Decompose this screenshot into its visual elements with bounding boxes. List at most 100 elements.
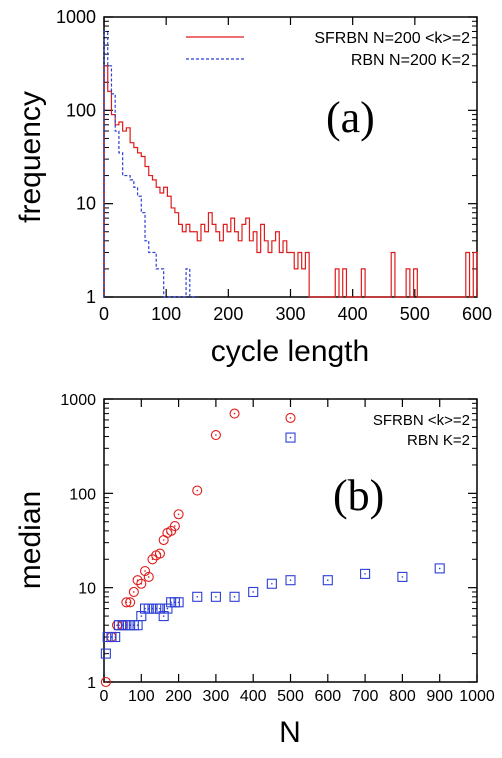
data-point-rbn (100, 648, 111, 659)
data-point-center (289, 436, 292, 439)
data-point-sfrbn (229, 408, 240, 419)
y-tick-label: 10 (78, 581, 96, 598)
data-point-center (438, 567, 441, 570)
y-tick-label: 1000 (60, 392, 96, 409)
series-line-rbn (103, 30, 198, 298)
data-point-rbn (229, 591, 240, 602)
x-tick-label: 200 (213, 304, 243, 324)
series-b (100, 408, 445, 688)
x-axis-label-b: N (279, 716, 301, 749)
y-axis-label-a: frequency (14, 91, 47, 223)
data-point-center (177, 601, 180, 604)
data-point-center (114, 636, 116, 638)
x-tick-label: 400 (338, 304, 368, 324)
data-point-center (129, 601, 131, 604)
x-tick-label: 500 (400, 304, 430, 324)
data-point-center (147, 576, 150, 578)
panel-label-a: (a) (326, 93, 375, 142)
data-point-rbn (136, 611, 147, 622)
data-point-rbn (162, 603, 173, 614)
y-tick-label: 1000 (56, 7, 96, 27)
series-line-sfrbn (103, 65, 478, 298)
x-tick-label: 100 (151, 304, 181, 324)
x-tick-label: 1000 (459, 688, 495, 705)
data-point-rbn (322, 575, 333, 586)
data-point-sfrbn (139, 566, 151, 577)
data-point-rbn (110, 631, 121, 643)
panel-a: 0 100 200 300 400 500 600 1 10 100 1000 SFRBN N=20… (14, 7, 492, 368)
tick-marks-b: 0 100 200 300 400 500 600 700 800 900 1000 1 10 100 10… (60, 392, 494, 705)
data-point-rbn (285, 432, 296, 443)
data-point-sfrbn (136, 578, 147, 589)
panel-b: 0 100 200 300 400 500 600 700 800 900 1000 1 10 100 10… (14, 392, 495, 749)
data-point-center (159, 607, 161, 610)
data-point-sfrbn (285, 412, 296, 423)
legend-label: RBN N=200 K=2 (351, 52, 470, 69)
data-point-center (144, 570, 146, 572)
y-tick-label: 1 (86, 287, 96, 307)
x-tick-label: 600 (314, 688, 341, 705)
data-point-sfrbn (192, 485, 203, 496)
legend-label: SFRBN N=200 <k>=2 (314, 30, 470, 47)
y-tick-label: 1 (87, 675, 96, 692)
data-point-center (252, 591, 254, 593)
y-tick-label: 100 (66, 100, 96, 120)
data-point-center (233, 596, 236, 598)
y-axis-label-b: median (14, 491, 47, 589)
data-point-center (364, 573, 366, 575)
x-tick-label: 0 (100, 688, 109, 705)
data-point-center (289, 417, 292, 419)
data-point-center (215, 434, 217, 436)
data-point-center (401, 576, 404, 578)
data-point-center (327, 579, 329, 581)
data-point-center (116, 624, 118, 627)
data-point-rbn (285, 575, 296, 586)
x-tick-label: 300 (203, 688, 230, 705)
legend-b: SFRBN <k>=2 RBN K=2 (373, 412, 470, 449)
data-point-rbn (154, 603, 165, 614)
x-axis-label-a: cycle length (211, 335, 369, 368)
data-point-rbn (397, 571, 408, 582)
data-point-center (215, 596, 217, 598)
data-point-sfrbn (125, 597, 136, 608)
data-point-center (196, 596, 199, 598)
y-tick-label: 100 (69, 486, 96, 503)
data-point-rbn (210, 591, 221, 602)
series-a (103, 30, 478, 298)
x-tick-label: 900 (426, 688, 453, 705)
data-point-rbn (360, 568, 371, 579)
data-point-center (105, 652, 107, 655)
data-point-center (233, 412, 236, 415)
data-point-sfrbn (100, 676, 111, 688)
legend-label: SFRBN <k>=2 (373, 412, 470, 429)
data-point-sfrbn (173, 509, 184, 520)
y-tick-label: 10 (76, 194, 96, 214)
x-tick-label: 200 (165, 688, 192, 705)
legend-a: SFRBN N=200 <k>=2 RBN N=200 K=2 (186, 30, 470, 69)
data-point-center (105, 681, 107, 683)
data-point-center (196, 489, 199, 492)
data-point-rbn (158, 611, 169, 622)
x-tick-label: 100 (128, 688, 155, 705)
data-point-center (140, 582, 143, 585)
data-point-rbn (173, 597, 184, 608)
x-tick-label: 600 (462, 304, 492, 324)
x-tick-label: 700 (352, 688, 379, 705)
data-point-center (177, 513, 180, 516)
data-point-sfrbn (169, 520, 180, 532)
data-point-center (162, 539, 165, 541)
data-point-sfrbn (143, 571, 154, 582)
data-point-sfrbn (154, 548, 165, 559)
data-point-sfrbn (128, 586, 139, 598)
data-point-center (174, 525, 176, 527)
x-tick-label: 300 (275, 304, 305, 324)
data-point-center (166, 607, 169, 610)
data-point-center (136, 624, 139, 627)
data-point-sfrbn (147, 554, 158, 565)
x-tick-label: 400 (240, 688, 267, 705)
data-point-sfrbn (210, 429, 221, 441)
data-point-center (159, 552, 161, 555)
legend-label: RBN K=2 (407, 432, 470, 449)
data-point-center (133, 591, 135, 593)
